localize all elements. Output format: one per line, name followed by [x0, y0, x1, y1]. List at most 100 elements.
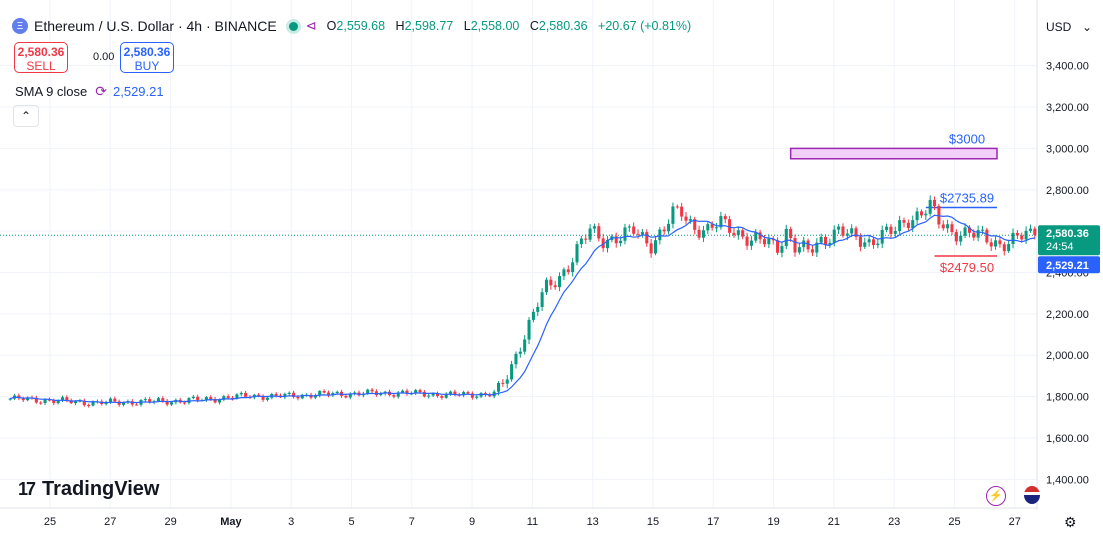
candle-body: [300, 394, 304, 399]
candle-body: [191, 396, 195, 399]
candle-body: [579, 238, 583, 245]
candle-body: [1011, 232, 1015, 244]
candle-body: [43, 399, 47, 404]
candle-body: [518, 351, 522, 354]
buy-price: 2,580.36: [123, 45, 171, 59]
candle-body: [366, 389, 370, 394]
sma-value: 2,529.21: [113, 84, 164, 99]
candle-body: [985, 229, 989, 243]
market-status[interactable]: ⊲: [288, 18, 317, 34]
candle-body: [217, 399, 221, 403]
share-icon[interactable]: ⊲: [305, 18, 317, 33]
sma-price-label: 2,529.21: [1046, 260, 1089, 272]
candle-body: [514, 353, 518, 365]
chart-grid: [0, 0, 1038, 510]
high-value: 2,598.77: [404, 19, 454, 33]
candle-body: [244, 392, 248, 397]
candle-body: [318, 391, 322, 396]
candle-body: [845, 233, 849, 236]
candle-body: [505, 379, 509, 384]
candle-body: [858, 236, 862, 247]
tradingview-logo[interactable]: 17 TradingView: [18, 478, 159, 501]
candle-body: [741, 230, 745, 237]
refresh-icon[interactable]: ⟳: [95, 83, 107, 99]
candle-body: [797, 247, 801, 253]
candle-body: [636, 233, 640, 235]
settings-icon[interactable]: ⚙: [1064, 514, 1077, 530]
candle-body: [941, 224, 945, 229]
symbol-title[interactable]: Ethereum / U.S. Dollar · 4h · BINANCE: [34, 18, 277, 34]
sma-label: SMA 9 close: [15, 84, 88, 99]
time-axis[interactable]: 25 27 29 May 3 5 7 9 11 13 15 17 19 21 23 25 27: [44, 516, 1021, 528]
candle-body: [863, 242, 867, 247]
candle-body: [693, 219, 697, 230]
y-tick-label: 2,000.00: [1046, 350, 1089, 362]
resistance-zone[interactable]: [789, 147, 998, 160]
candle-body: [8, 398, 12, 400]
sell-button[interactable]: 2,580.36 SELL: [14, 42, 68, 73]
candle-body: [889, 226, 893, 234]
candle-body: [553, 285, 557, 288]
candle-body: [924, 213, 928, 216]
candle-body: [523, 339, 527, 352]
candle-body: [287, 392, 291, 394]
candle-body: [401, 390, 405, 393]
candle-body: [462, 392, 466, 396]
brand-name: TradingView: [42, 478, 160, 500]
candle-body: [183, 402, 187, 404]
candles: [0, 195, 1037, 408]
candle-body: [313, 395, 317, 398]
chevron-down-icon: ⌄: [1081, 20, 1092, 34]
x-tick-label: 15: [647, 516, 659, 528]
symbol-header[interactable]: Ξ Ethereum / U.S. Dollar · 4h · BINANCE …: [12, 15, 691, 37]
candle-body: [919, 211, 923, 216]
support-label: $2479.50: [940, 260, 994, 275]
x-tick-label: 29: [164, 516, 176, 528]
candle-body: [619, 240, 623, 244]
price-axis[interactable]: 3,400.003,200.003,000.002,800.002,600.00…: [1038, 61, 1100, 487]
candle-body: [427, 395, 431, 397]
candle-body: [697, 229, 701, 238]
x-tick-label: 23: [888, 516, 900, 528]
candle-body: [204, 397, 208, 401]
candle-body: [156, 398, 160, 402]
candle-body: [226, 396, 230, 398]
candle-body: [322, 391, 326, 393]
candle-body: [108, 398, 112, 402]
change-value: +20.67 (+0.81%): [598, 19, 692, 33]
candle-body: [946, 224, 950, 229]
sma-legend[interactable]: SMA 9 close ⟳ 2,529.21: [15, 83, 164, 100]
candle-body: [824, 236, 828, 245]
candle-body: [885, 226, 889, 231]
collapse-legend-button[interactable]: ⌃: [13, 105, 39, 127]
flag-icon[interactable]: [1024, 486, 1040, 504]
candle-body: [667, 223, 671, 232]
candle-body: [261, 396, 265, 400]
candle-body: [575, 244, 579, 263]
sma-line: [9, 214, 1035, 404]
candle-body: [719, 216, 723, 228]
candle-body: [74, 400, 78, 404]
y-tick-label: 1,400.00: [1046, 474, 1089, 486]
candle-body: [728, 219, 732, 233]
candle-body: [161, 398, 165, 401]
candle-body: [762, 239, 767, 245]
buy-button[interactable]: 2,580.36 BUY: [120, 42, 174, 73]
candle-body: [832, 229, 836, 243]
lightning-icon[interactable]: ⚡: [986, 486, 1006, 506]
currency-select[interactable]: USD ⌄: [1040, 15, 1098, 39]
candle-body: [793, 237, 797, 253]
candle-body: [911, 220, 915, 228]
candle-body: [954, 232, 958, 242]
candle-body: [998, 240, 1002, 245]
chart-annotations[interactable]: $3000 $2735.89 $2479.50: [789, 131, 998, 275]
candle-body: [274, 393, 278, 396]
candle-body: [60, 397, 65, 401]
resistance-label: $2735.89: [940, 191, 994, 206]
candle-body: [632, 226, 636, 234]
candle-body: [488, 394, 492, 397]
candle-body: [222, 396, 226, 400]
x-tick-label: 11: [527, 516, 538, 528]
candle-body: [614, 236, 618, 244]
